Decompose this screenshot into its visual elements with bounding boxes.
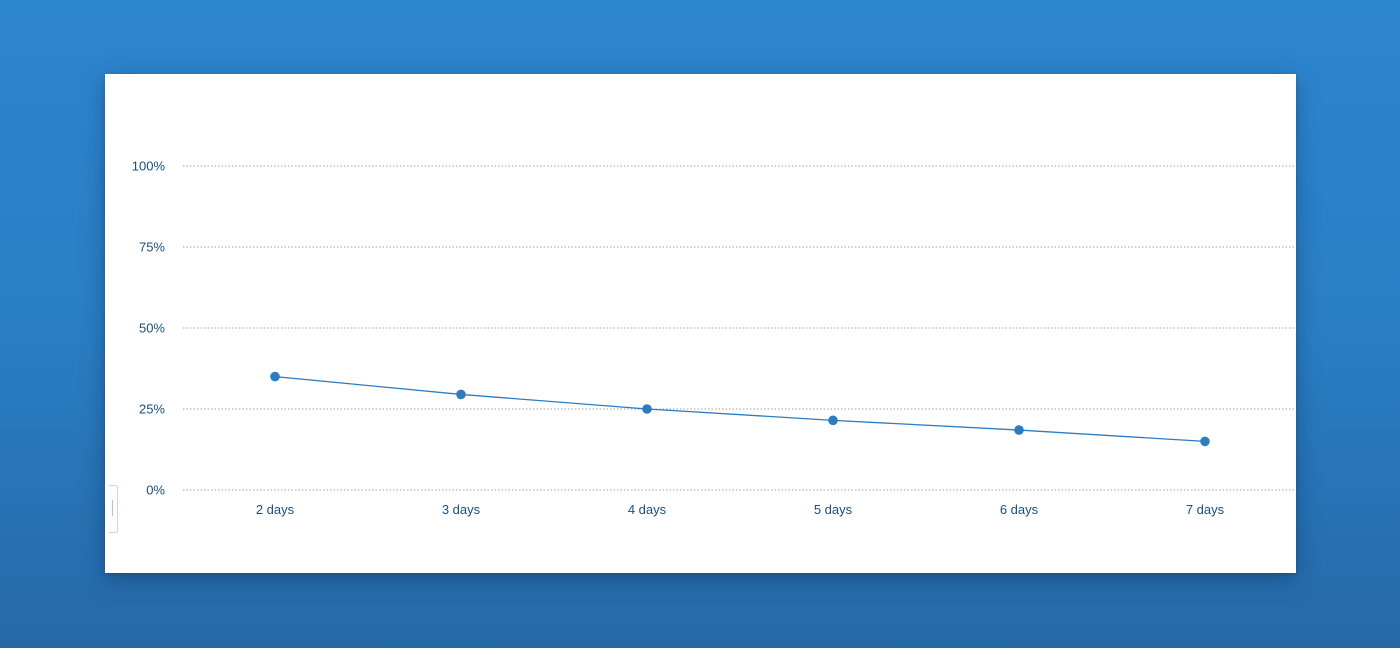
y-axis-ticks: 0% 25% 50% 75% 100% (132, 159, 166, 498)
data-point[interactable] (1200, 436, 1210, 447)
y-tick-label: 25% (139, 402, 165, 417)
data-point[interactable] (642, 404, 652, 414)
data-point[interactable] (1014, 425, 1024, 435)
y-tick-label: 100% (132, 159, 166, 174)
gridlines (183, 165, 1295, 491)
data-point[interactable] (456, 389, 466, 400)
x-tick-label: 4 days (628, 502, 667, 517)
data-point[interactable] (828, 415, 838, 426)
y-tick-label: 50% (139, 321, 165, 336)
series-line (274, 375, 1206, 443)
y-tick-label: 75% (139, 240, 165, 255)
data-point[interactable] (270, 371, 280, 382)
x-tick-label: 2 days (256, 502, 295, 517)
line-chart: 0% 25% 50% 75% 100% 2 days 3 days 4 days 5 days… (132, 159, 1295, 517)
collapse-tab-icon[interactable] (109, 485, 118, 533)
x-axis-ticks: 2 days 3 days 4 days 5 days 6 days 7 days (256, 502, 1225, 517)
y-tick-label: 0% (146, 483, 165, 498)
x-tick-label: 7 days (1186, 502, 1225, 517)
chart-card: 0% 25% 50% 75% 100% 2 days 3 days 4 days 5 days… (105, 74, 1296, 573)
series-layer (270, 371, 1210, 447)
x-tick-label: 6 days (1000, 502, 1039, 517)
x-tick-label: 5 days (814, 502, 853, 517)
x-tick-label: 3 days (442, 502, 481, 517)
